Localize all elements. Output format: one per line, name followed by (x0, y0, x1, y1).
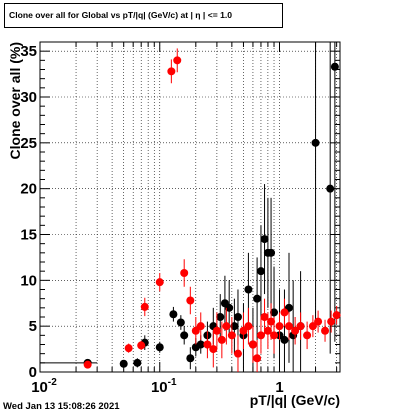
data-point (275, 322, 284, 331)
data-point (248, 340, 257, 349)
y-tick-label: 10 (20, 272, 37, 289)
data-point (256, 267, 265, 276)
data-point (296, 322, 305, 331)
data-point (176, 318, 185, 327)
data-point (169, 310, 178, 319)
data-point (260, 313, 269, 321)
data-point (230, 322, 239, 331)
x-tick-label: 10-2 (31, 377, 57, 396)
data-point (180, 331, 189, 340)
data-point (291, 326, 300, 335)
x-axis-label: pT/|q| (GeV/c) (250, 392, 340, 408)
data-point (222, 322, 231, 331)
data-point (216, 313, 225, 321)
data-point (260, 235, 269, 244)
data-point (212, 326, 221, 335)
data-point (225, 303, 234, 312)
data-point (330, 62, 339, 71)
data-point (253, 354, 262, 363)
data-point (196, 340, 205, 349)
data-point (203, 340, 212, 349)
data-point (270, 308, 279, 317)
y-tick-label: 30 (20, 89, 37, 106)
data-point (137, 341, 146, 350)
data-point (332, 311, 341, 320)
data-point (186, 296, 195, 305)
data-point (244, 285, 253, 294)
data-point (321, 326, 330, 335)
data-point (256, 331, 265, 340)
y-tick-label: 35 (20, 43, 37, 60)
data-point (308, 322, 317, 331)
data-point (83, 360, 92, 369)
chart-title: Clone over all for Global vs pT/|q| (GeV… (4, 3, 283, 28)
x-tick-label: 10-1 (151, 377, 177, 396)
axis-ticks (39, 41, 340, 373)
series-layer (40, 42, 341, 372)
series-1 (83, 48, 341, 372)
data-point (186, 354, 195, 363)
data-point (270, 331, 279, 340)
data-point (119, 359, 128, 368)
data-point (267, 317, 276, 326)
data-point (253, 294, 262, 303)
data-point (155, 278, 164, 287)
y-tick-label: 25 (20, 135, 37, 152)
grid-lines (40, 42, 340, 372)
data-point (233, 313, 242, 321)
data-point (284, 322, 293, 331)
data-point (155, 343, 164, 352)
data-point (263, 326, 272, 335)
series-0 (40, 42, 339, 372)
x-tick-label: 1 (275, 379, 283, 396)
data-point (280, 335, 289, 344)
data-point (133, 358, 142, 367)
data-point (227, 331, 236, 340)
timestamp: Wed Jan 13 15:08:26 2021 (3, 401, 120, 412)
y-tick-label: 20 (20, 181, 37, 198)
tick-labels: 0 5 10 15 20 25 30 35 10-2 10-1 1 (20, 43, 283, 396)
data-point (124, 344, 133, 353)
data-point (233, 349, 242, 358)
data-point (140, 302, 149, 311)
data-point (180, 269, 189, 277)
data-point (314, 317, 323, 326)
data-point (326, 184, 335, 193)
y-tick-label: 5 (29, 318, 37, 335)
data-point (209, 345, 218, 354)
data-point (244, 322, 253, 331)
data-point (173, 56, 182, 65)
data-point (311, 138, 320, 147)
y-tick-label: 0 (29, 364, 37, 381)
data-point (217, 335, 226, 344)
data-point (267, 248, 276, 257)
y-axis-label: Clone over all (%) (7, 42, 23, 159)
data-point (280, 308, 289, 317)
data-point (196, 322, 205, 331)
data-point (167, 67, 176, 76)
data-point (303, 331, 312, 340)
y-tick-label: 15 (20, 227, 37, 244)
data-point (327, 317, 336, 326)
